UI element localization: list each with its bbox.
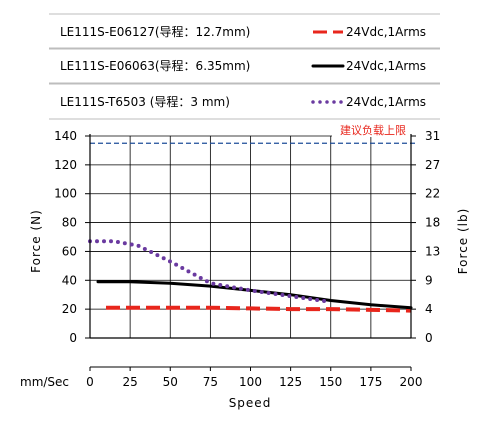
y-left-tick-label: 60 [62,244,77,258]
series-line-2 [96,280,413,310]
legend-condition-2: 24Vdc,1Arms [346,59,426,73]
y-left-tick-label: 140 [54,129,77,143]
y-right-tick-label: 13 [425,244,440,258]
tick-labels: 0 20 40 60 80 100 120 140 0 4 9 13 18 22 27 31 0 25 50 75 10… [54,129,440,389]
axes [85,134,416,371]
y-left-tick-label: 120 [54,158,77,172]
legend: LE111S-E06127(导程：12.7mm) 24Vdc,1Arms LE111… [49,13,440,120]
y-left-tick-label: 20 [62,302,77,316]
x-unit-label: mm/Sec [20,375,69,389]
legend-model-2: LE111S-E06063(导程：6.35mm) [60,58,250,73]
x-tick-label: 150 [319,375,342,389]
y-right-tick-label: 31 [425,129,440,143]
x-tick-label: 75 [203,375,218,389]
y-right-tick-label: 22 [425,187,440,201]
x-tick-label: 100 [239,375,262,389]
x-tick-label: 50 [163,375,178,389]
x-tick-label: 175 [359,375,382,389]
limit-label: 建议负载上限 [340,123,406,137]
legend-condition-3: 24Vdc,1Arms [346,95,426,109]
x-axis-label: Speed [229,396,272,410]
legend-condition-1: 24Vdc,1Arms [346,25,426,39]
y-right-tick-label: 27 [425,158,440,172]
y-left-tick-label: 40 [62,273,77,287]
y-left-axis-label: Force (N) [29,209,43,273]
y-left-tick-label: 0 [69,331,77,345]
series-group [88,239,413,313]
y-right-tick-label: 0 [425,331,433,345]
legend-model-3: LE111S-T6503 (导程：3 mm) [60,94,230,109]
x-tick-label: 125 [279,375,302,389]
legend-model-1: LE111S-E06127(导程：12.7mm) [60,24,250,39]
limit-line-group: 建议负载上限 [90,123,417,144]
y-right-tick-label: 18 [425,216,440,230]
y-left-tick-label: 100 [54,187,77,201]
y-right-tick-label: 4 [425,302,433,316]
limit-label-bg [332,123,414,137]
y-left-tick-label: 80 [62,216,77,230]
x-tick-label: 200 [400,375,423,389]
x-tick-label: 0 [86,375,94,389]
series-line-1 [106,305,412,313]
y-right-axis-label: Force (lb) [456,208,470,275]
y-right-tick-label: 9 [425,273,433,287]
series-line-3 [88,239,333,304]
x-tick-label: 25 [122,375,137,389]
